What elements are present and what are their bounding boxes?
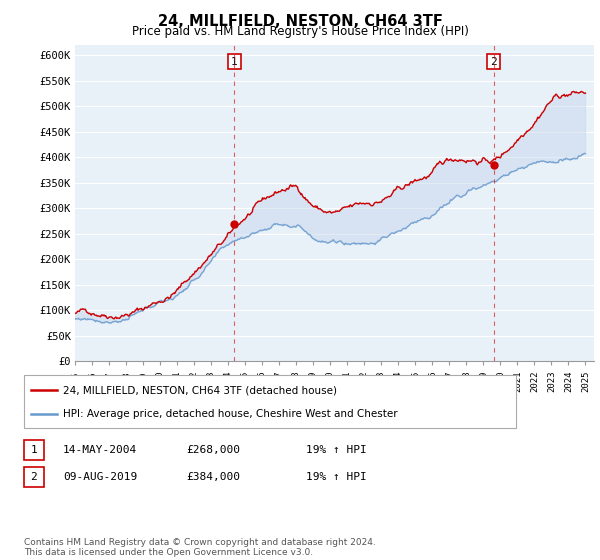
Text: 24, MILLFIELD, NESTON, CH64 3TF: 24, MILLFIELD, NESTON, CH64 3TF — [158, 14, 442, 29]
Text: £268,000: £268,000 — [186, 445, 240, 455]
Text: 2: 2 — [490, 57, 497, 67]
Text: 1: 1 — [231, 57, 238, 67]
Text: 19% ↑ HPI: 19% ↑ HPI — [306, 445, 367, 455]
Text: 1: 1 — [31, 445, 37, 455]
Text: 19% ↑ HPI: 19% ↑ HPI — [306, 472, 367, 482]
Text: Contains HM Land Registry data © Crown copyright and database right 2024.
This d: Contains HM Land Registry data © Crown c… — [24, 538, 376, 557]
Text: 09-AUG-2019: 09-AUG-2019 — [63, 472, 137, 482]
Text: 14-MAY-2004: 14-MAY-2004 — [63, 445, 137, 455]
Text: HPI: Average price, detached house, Cheshire West and Chester: HPI: Average price, detached house, Ches… — [63, 408, 398, 418]
Text: 2: 2 — [31, 472, 37, 482]
Text: Price paid vs. HM Land Registry's House Price Index (HPI): Price paid vs. HM Land Registry's House … — [131, 25, 469, 38]
Text: £384,000: £384,000 — [186, 472, 240, 482]
Text: 24, MILLFIELD, NESTON, CH64 3TF (detached house): 24, MILLFIELD, NESTON, CH64 3TF (detache… — [63, 385, 337, 395]
